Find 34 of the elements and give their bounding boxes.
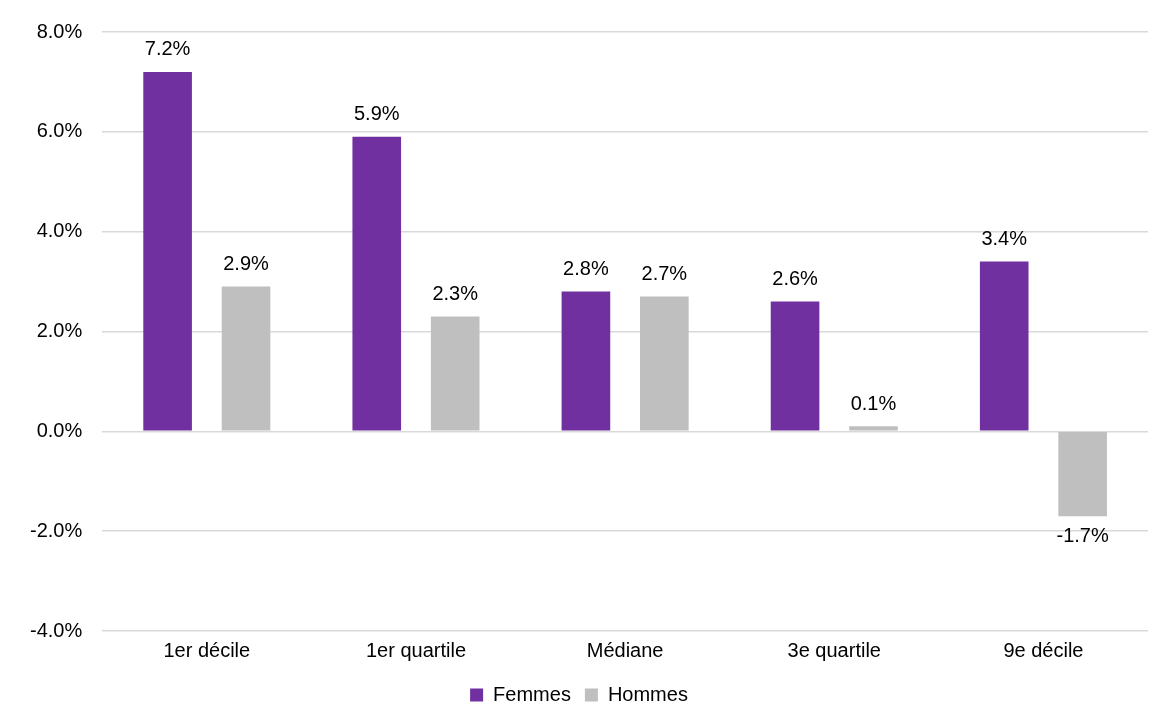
bar [221, 286, 271, 431]
bar [1058, 432, 1107, 517]
data-label: 2.7% [641, 262, 688, 285]
legend-label: Hommes [607, 682, 688, 705]
data-label: 2.8% [563, 257, 609, 280]
x-tick-label: 3e quartile [787, 638, 881, 661]
data-label: -1.7% [1056, 523, 1109, 546]
legend-label: Femmes [493, 682, 571, 705]
y-tick-label: 0.0% [36, 418, 83, 441]
data-label: 2.9% [223, 252, 270, 275]
data-label: 3.4% [981, 227, 1028, 250]
bar [640, 296, 689, 431]
y-tick-label: 8.0% [36, 19, 83, 42]
y-tick-label: 2.0% [36, 319, 83, 342]
bar [143, 71, 192, 431]
bar [849, 426, 898, 431]
x-tick-label: 1er quartile [365, 638, 466, 661]
x-tick-label: Médiane [586, 638, 664, 661]
bar [430, 316, 480, 431]
y-tick-label: 4.0% [36, 219, 83, 242]
bar [770, 301, 820, 431]
y-tick-label: -4.0% [30, 618, 83, 641]
x-tick-label: 9e décile [1003, 638, 1084, 661]
bar [352, 136, 402, 431]
data-label: 5.9% [353, 102, 400, 125]
bar [979, 261, 1029, 431]
data-label: 2.6% [772, 267, 819, 290]
y-tick-label: -2.0% [30, 518, 83, 541]
bar [561, 291, 611, 431]
data-label: 7.2% [144, 37, 191, 60]
data-label: 2.3% [432, 282, 479, 305]
x-tick-label: 1er décile [163, 638, 251, 661]
y-tick-label: 6.0% [36, 119, 83, 142]
data-label: 0.1% [850, 391, 897, 414]
